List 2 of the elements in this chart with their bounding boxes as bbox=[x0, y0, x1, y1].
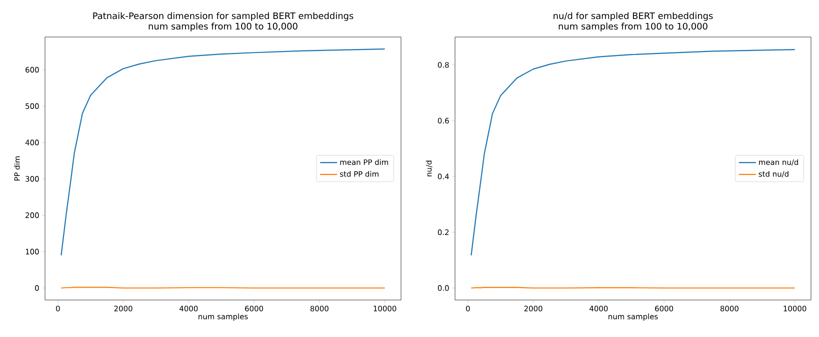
chart-title: nu/d for sampled BERT embeddings num samples from 100 to 10,000 bbox=[554, 12, 713, 32]
chart-title: Patnaik-Pearson dimension for sampled BERT embeddings num samples from 100 to 10,000 bbox=[93, 12, 354, 32]
